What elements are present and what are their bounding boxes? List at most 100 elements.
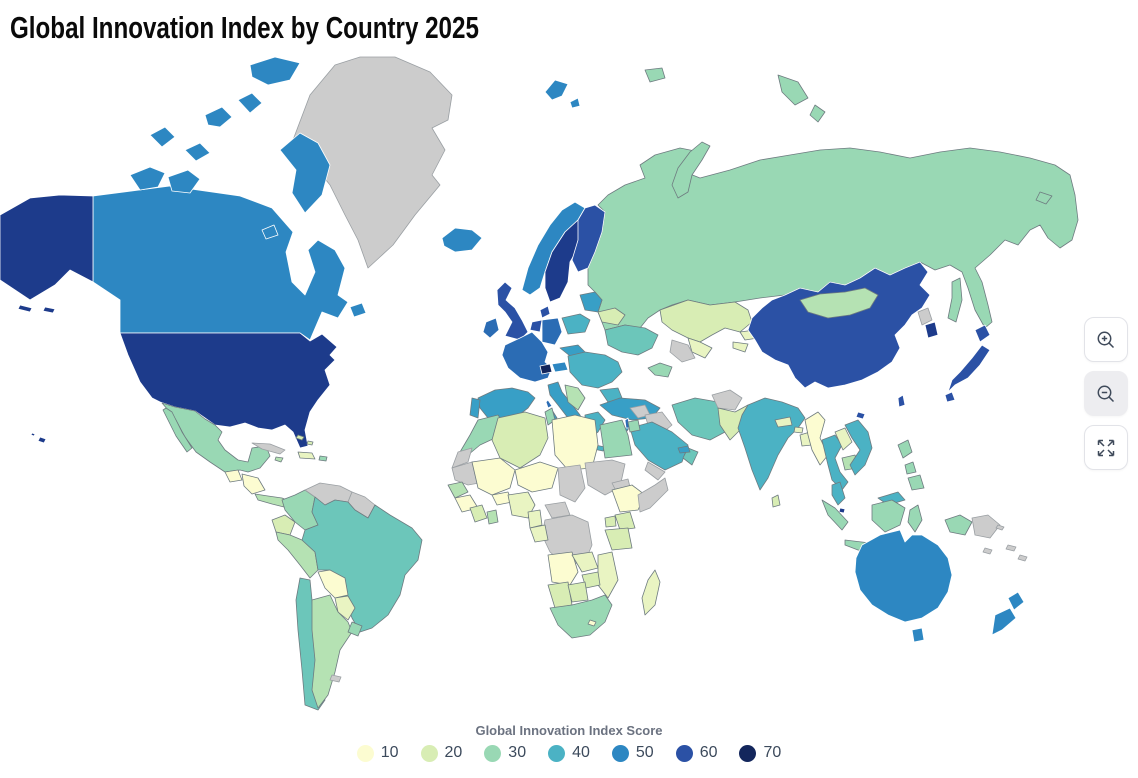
country-cameroon[interactable] bbox=[527, 509, 543, 529]
country-denmark[interactable] bbox=[539, 305, 551, 319]
country-ecuador[interactable] bbox=[271, 514, 296, 536]
country-philippines-visayas[interactable] bbox=[904, 461, 917, 475]
country-greenland[interactable] bbox=[292, 56, 453, 269]
country-hispaniola[interactable] bbox=[297, 451, 316, 460]
country-taiwan[interactable] bbox=[897, 394, 906, 408]
country-north-korea[interactable] bbox=[917, 307, 933, 326]
country-puerto-rico[interactable] bbox=[318, 455, 328, 462]
country-indonesia-sulawesi[interactable] bbox=[907, 504, 923, 533]
country-jamaica[interactable] bbox=[274, 456, 284, 463]
country-australia-tasmania[interactable] bbox=[911, 627, 925, 643]
world-map[interactable] bbox=[0, 55, 1138, 720]
country-tajikistan[interactable] bbox=[732, 341, 749, 353]
zoom-in-button[interactable] bbox=[1084, 317, 1128, 362]
country-angola[interactable] bbox=[547, 551, 579, 586]
country-turkmenistan[interactable] bbox=[669, 339, 696, 363]
country-nepal[interactable] bbox=[774, 416, 793, 428]
country-new-zealand-south[interactable] bbox=[991, 607, 1017, 636]
country-guatemala[interactable] bbox=[224, 469, 243, 483]
country-poland[interactable] bbox=[561, 313, 591, 335]
country-canada-islands[interactable] bbox=[129, 166, 166, 191]
country-india[interactable] bbox=[737, 397, 806, 491]
country-australia[interactable] bbox=[854, 529, 953, 623]
country-yemen[interactable] bbox=[644, 461, 666, 481]
country-switzerland[interactable] bbox=[539, 363, 553, 375]
country-japan-hokkaido[interactable] bbox=[974, 324, 991, 343]
country-norway-svalbard[interactable] bbox=[569, 97, 581, 109]
country-portugal[interactable] bbox=[469, 397, 481, 419]
country-somalia[interactable] bbox=[637, 477, 669, 513]
country-afghanistan[interactable] bbox=[711, 389, 743, 411]
country-ivory-coast[interactable] bbox=[469, 504, 488, 523]
country-peru[interactable] bbox=[275, 531, 319, 579]
country-saudi-arabia[interactable] bbox=[629, 421, 689, 471]
country-canada-islands[interactable] bbox=[167, 169, 201, 194]
country-pacific-islands[interactable] bbox=[1017, 554, 1028, 562]
country-central-african-republic[interactable] bbox=[544, 501, 571, 519]
country-bahamas[interactable] bbox=[306, 440, 314, 446]
country-mongolia[interactable] bbox=[799, 287, 879, 319]
country-libya[interactable] bbox=[551, 414, 599, 471]
country-pacific-islands[interactable] bbox=[1005, 544, 1017, 552]
country-western-sahara[interactable] bbox=[451, 447, 473, 469]
country-senegal[interactable] bbox=[447, 481, 469, 499]
country-philippines-luzon[interactable] bbox=[897, 439, 913, 459]
country-finland[interactable] bbox=[571, 204, 606, 273]
country-indonesia-borneo[interactable] bbox=[871, 499, 906, 533]
country-papua-new-guinea[interactable] bbox=[971, 514, 1001, 539]
country-jordan[interactable] bbox=[627, 419, 641, 433]
country-pacific-islands[interactable] bbox=[982, 547, 993, 555]
country-philippines-mindanao[interactable] bbox=[907, 474, 925, 491]
zoom-out-button[interactable] bbox=[1084, 371, 1128, 416]
country-belarus[interactable] bbox=[597, 307, 626, 326]
country-united-arab-emirates[interactable] bbox=[677, 445, 691, 454]
country-brazil[interactable] bbox=[301, 496, 423, 633]
country-canada-newfoundland[interactable] bbox=[349, 302, 367, 318]
country-niger[interactable] bbox=[514, 461, 559, 493]
fullscreen-button[interactable] bbox=[1084, 425, 1128, 470]
country-honduras-nicaragua[interactable] bbox=[241, 473, 266, 495]
country-chad[interactable] bbox=[557, 464, 586, 503]
country-mozambique[interactable] bbox=[597, 551, 619, 599]
country-canada-southampton[interactable] bbox=[261, 224, 279, 240]
country-madagascar[interactable] bbox=[641, 569, 661, 616]
country-canada-islands[interactable] bbox=[204, 106, 233, 128]
country-canada[interactable] bbox=[92, 185, 349, 341]
country-indonesia-papua[interactable] bbox=[944, 514, 973, 536]
country-uruguay[interactable] bbox=[347, 621, 363, 637]
country-united-states[interactable] bbox=[119, 332, 338, 449]
country-pacific-islands[interactable] bbox=[995, 524, 1005, 531]
country-russia-sakhalin[interactable] bbox=[947, 277, 963, 323]
country-cuba[interactable] bbox=[251, 442, 286, 455]
country-falkland-islands[interactable] bbox=[329, 674, 342, 683]
country-kazakhstan[interactable] bbox=[659, 299, 753, 343]
country-indonesia-sumatra[interactable] bbox=[821, 499, 849, 531]
country-austria[interactable] bbox=[551, 361, 569, 373]
country-malaysia[interactable] bbox=[831, 481, 846, 506]
country-united-states-hawaii[interactable] bbox=[30, 432, 36, 437]
country-ukraine[interactable] bbox=[604, 324, 659, 356]
country-norway-svalbard[interactable] bbox=[544, 79, 569, 101]
country-singapore[interactable] bbox=[838, 507, 846, 514]
country-canada-islands[interactable] bbox=[237, 92, 263, 114]
country-bolivia[interactable] bbox=[317, 569, 349, 599]
country-mexico-baja[interactable] bbox=[162, 407, 193, 453]
country-japan-kyushu[interactable] bbox=[944, 391, 956, 403]
country-south-africa[interactable] bbox=[549, 594, 613, 639]
country-france[interactable] bbox=[501, 331, 553, 383]
country-iceland[interactable] bbox=[441, 227, 483, 253]
country-france-corsica[interactable] bbox=[545, 399, 553, 409]
country-baltics[interactable] bbox=[579, 291, 603, 313]
country-bahamas[interactable] bbox=[295, 434, 305, 441]
country-united-states-aleutians[interactable] bbox=[42, 306, 56, 314]
country-united-states-hawaii[interactable] bbox=[37, 436, 47, 444]
country-hungary-romania[interactable] bbox=[567, 351, 623, 389]
country-united-kingdom[interactable] bbox=[496, 281, 529, 341]
country-ireland[interactable] bbox=[482, 317, 500, 339]
country-balkans[interactable] bbox=[564, 384, 586, 411]
country-russia-severnaya-zemlya[interactable] bbox=[777, 74, 809, 106]
country-russia-franz-josef[interactable] bbox=[644, 67, 666, 83]
country-caucasus[interactable] bbox=[647, 362, 673, 378]
country-canada-islands[interactable] bbox=[149, 126, 176, 148]
country-gabon-congo[interactable] bbox=[529, 524, 549, 543]
